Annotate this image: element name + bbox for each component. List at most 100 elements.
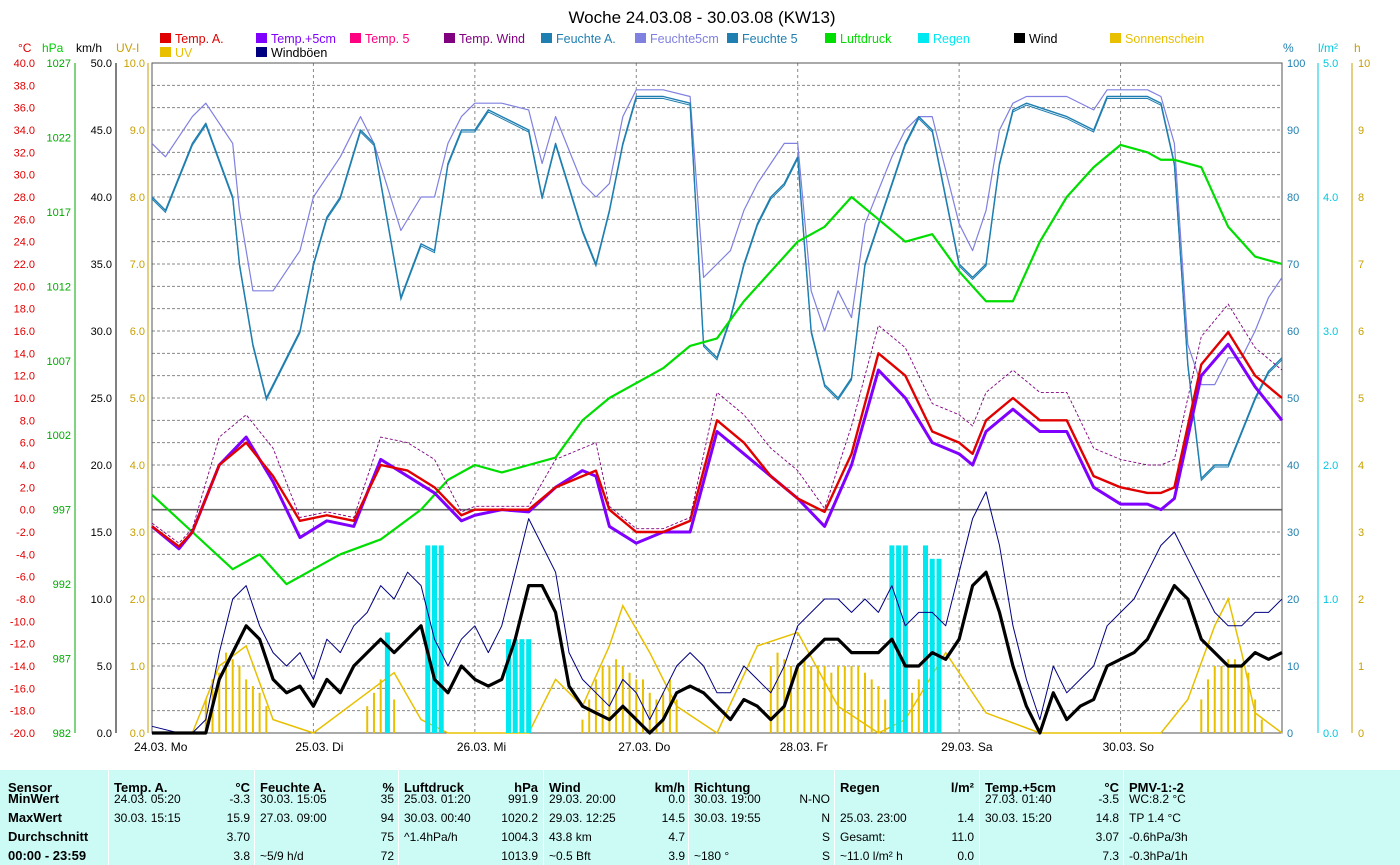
column-separator <box>1123 770 1124 865</box>
column-separator <box>834 770 835 865</box>
temp-tick-label: 20.0 <box>14 281 35 293</box>
humidity-tick-label: 70 <box>1287 259 1299 271</box>
legend-swatch <box>350 33 361 43</box>
wind-tick-label: 10.0 <box>91 594 112 606</box>
humidity-tick-label: 20 <box>1287 594 1299 606</box>
day-label: 28.03. Fr <box>780 740 828 754</box>
sun-tick-label: 0 <box>1358 728 1364 740</box>
stats-value: 0.0 <box>957 849 974 863</box>
humidity-tick-label: 40 <box>1287 460 1299 472</box>
temp-tick-label: 12.0 <box>14 371 35 383</box>
column-separator <box>979 770 980 865</box>
stats-header: Sensor <box>8 780 53 795</box>
column-separator <box>688 770 689 865</box>
day-label: 30.03. So <box>1103 740 1155 754</box>
rain-tick-label: 5.0 <box>1323 58 1338 70</box>
stats-value: N-NO <box>799 792 830 806</box>
stats-timestamp: Gesamt: <box>840 830 886 844</box>
stats-value: 75 <box>380 830 394 844</box>
humidity-tick-label: 50 <box>1287 393 1299 405</box>
wind-tick-label: 45.0 <box>91 125 112 137</box>
temp-unit: °C <box>18 41 32 55</box>
legend-swatch <box>256 33 267 43</box>
stats-timestamp: ^1.4hPa/h <box>404 830 458 844</box>
legend-label: Feuchte5cm <box>650 32 719 46</box>
stats-value: 14.8 <box>1095 811 1119 825</box>
stats-value: 3.8 <box>233 849 250 863</box>
column-separator <box>254 770 255 865</box>
stats-value: TP 1.4 °C <box>1129 811 1181 825</box>
temp-tick-label: -10.0 <box>10 616 35 628</box>
sun-tick-label: 10 <box>1358 58 1370 70</box>
sun-tick-label: 8 <box>1358 192 1364 204</box>
stats-value: 35 <box>380 792 394 806</box>
temp-tick-label: -18.0 <box>10 706 35 718</box>
humidity-tick-label: 10 <box>1287 661 1299 673</box>
pressure-tick-label: 997 <box>53 505 71 517</box>
legend-label: Windböen <box>271 46 327 60</box>
legend-swatch <box>444 33 455 43</box>
sun-tick-label: 3 <box>1358 527 1364 539</box>
stats-timestamp: 29.03. 20:00 <box>549 792 616 806</box>
humidity-tick-label: 30 <box>1287 527 1299 539</box>
humidity-tick-label: 80 <box>1287 192 1299 204</box>
stats-value: -0.3hPa/1h <box>1129 849 1188 863</box>
temp-tick-label: -12.0 <box>10 639 35 651</box>
temp-tick-label: 40.0 <box>14 58 35 70</box>
series-line-windböen <box>151 491 1283 734</box>
wind-tick-label: 0.0 <box>97 728 112 740</box>
legend-swatch <box>541 33 552 43</box>
rain-unit: l/m² <box>1318 41 1338 55</box>
wind-tick-label: 50.0 <box>91 58 112 70</box>
legend-swatch <box>727 33 738 43</box>
uv-tick-label: 3.0 <box>130 527 145 539</box>
temp-tick-label: -2.0 <box>16 527 35 539</box>
humidity-tick-label: 60 <box>1287 326 1299 338</box>
uv-tick-label: 7.0 <box>130 259 145 271</box>
column-separator <box>108 770 109 865</box>
uv-tick-label: 2.0 <box>130 594 145 606</box>
stats-value: S <box>821 830 830 844</box>
chart-axes: -20.0 -18.0 -16.0 -14.0 -12.0 -10.0 -8.0 -6.0 -4… <box>10 41 1370 754</box>
pressure-tick-label: 1012 <box>47 281 71 293</box>
rain-tick-label: 1.0 <box>1323 594 1338 606</box>
humidity-unit: % <box>1283 41 1294 55</box>
series-line-wind <box>152 570 1283 735</box>
rain-bar <box>505 639 511 733</box>
stats-value: 1020.2 <box>501 811 538 825</box>
stats-timestamp: 30.03. 15:05 <box>260 792 327 806</box>
stats-timestamp: 27.03. 09:00 <box>260 811 327 825</box>
stats-value: 4.7 <box>668 830 685 844</box>
stats-timestamp: 30.03. 19:00 <box>694 792 761 806</box>
stats-row-label: 00:00 - 23:59 <box>8 848 87 863</box>
stats-timestamp: 30.03. 15:15 <box>114 811 181 825</box>
uv-tick-label: 8.0 <box>130 192 145 204</box>
temp-tick-label: 36.0 <box>14 103 35 115</box>
sun-tick-label: 5 <box>1358 393 1364 405</box>
wind-tick-label: 40.0 <box>91 192 112 204</box>
sun-unit: h <box>1354 41 1361 55</box>
stats-value: 94 <box>380 811 394 825</box>
rain-bar <box>936 558 942 733</box>
stats-value: 991.9 <box>507 792 538 806</box>
wind-unit: km/h <box>76 41 102 55</box>
stats-value: -3.5 <box>1098 792 1119 806</box>
pressure-tick-label: 987 <box>53 654 71 666</box>
stats-value: 3.07 <box>1095 830 1119 844</box>
wind-tick-label: 30.0 <box>91 326 112 338</box>
uv-tick-label: 0.0 <box>130 728 145 740</box>
stats-timestamp: 27.03. 01:40 <box>985 792 1052 806</box>
stats-value: -0.6hPa/3h <box>1129 830 1188 844</box>
stats-header: Richtung <box>694 780 751 795</box>
uv-tick-label: 1.0 <box>130 661 145 673</box>
pressure-tick-label: 1017 <box>47 207 71 219</box>
stats-unit: hPa <box>514 780 538 795</box>
day-label: 24.03. Mo <box>134 740 188 754</box>
series-line-luftdruck <box>151 143 1283 586</box>
day-label: 26.03. Mi <box>457 740 506 754</box>
legend-label: Temp. A. <box>175 32 224 46</box>
stats-unit: °C <box>1104 780 1119 795</box>
stats-header: Luftdruck <box>404 780 464 795</box>
wind-tick-label: 25.0 <box>91 393 112 405</box>
column-separator <box>543 770 544 865</box>
